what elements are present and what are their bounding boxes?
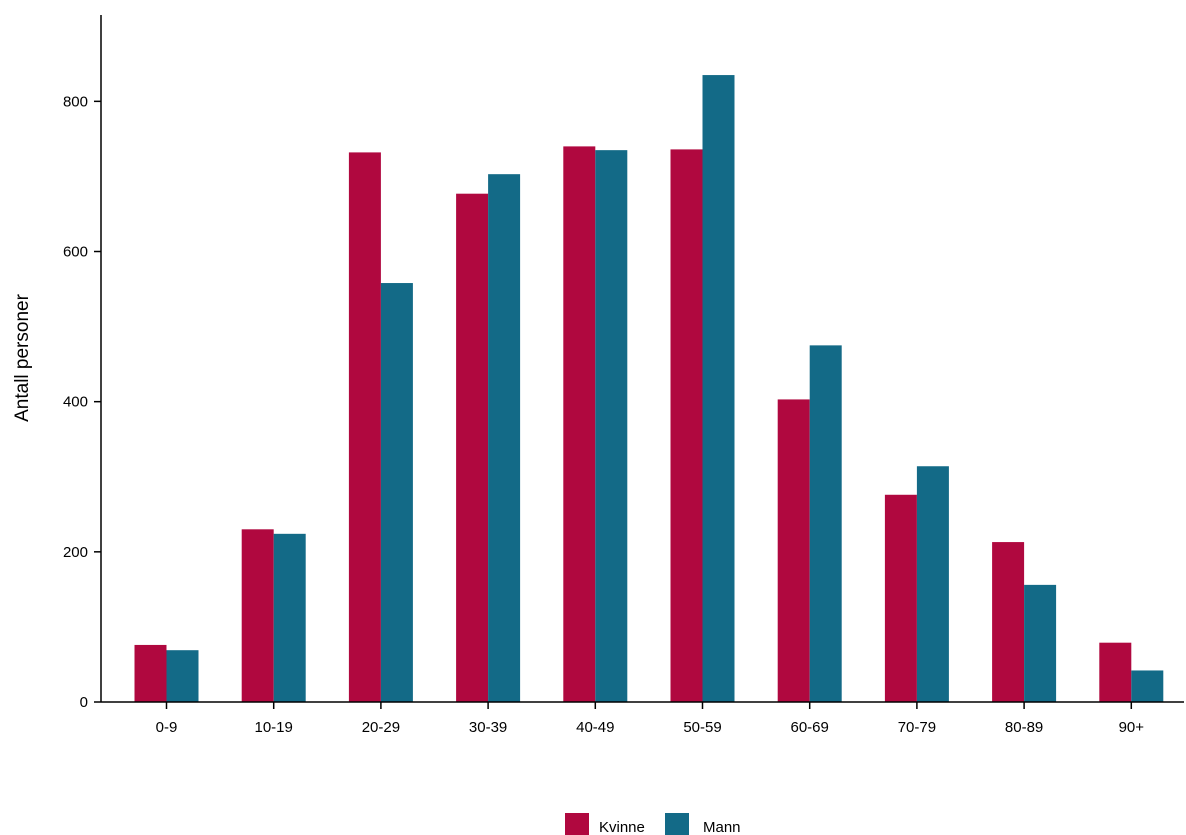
bar-kvinne-30-39 (456, 193, 489, 703)
bar-kvinne-50-59 (670, 149, 703, 702)
bar-mann-60-69 (809, 345, 842, 702)
x-tick-label: 0-9 (156, 719, 178, 736)
x-tick-label: 90+ (1119, 719, 1145, 736)
bar-mann-90plus (1131, 670, 1164, 702)
bar-mann-30-39 (488, 174, 521, 702)
x-tick-label: 80-89 (1005, 719, 1043, 736)
y-tick-label: 400 (63, 394, 88, 411)
x-tick-label: 30-39 (469, 719, 507, 736)
x-tick-label: 40-49 (576, 719, 614, 736)
x-tick-label: 20-29 (362, 719, 400, 736)
bar-mann-0-9 (166, 650, 199, 702)
bar-kvinne-70-79 (884, 494, 917, 702)
bar-mann-10-19 (273, 533, 306, 702)
legend-swatch-mann (665, 813, 689, 835)
y-axis-ticks: 0 200 400 600 800 (63, 93, 101, 711)
y-axis-title: Antall personer (12, 293, 33, 421)
bar-kvinne-20-29 (348, 152, 381, 702)
legend: Kvinne Mann (565, 813, 741, 835)
y-tick-label: 600 (63, 244, 88, 261)
bar-mann-80-89 (1024, 584, 1057, 702)
bar-kvinne-0-9 (134, 644, 167, 702)
bar-kvinne-80-89 (992, 542, 1025, 702)
bars (134, 75, 1164, 703)
x-axis-ticks: 0-9 10-19 20-29 30-39 40-49 50-59 60-69 70-79 80… (156, 702, 1145, 736)
bar-mann-40-49 (595, 150, 628, 703)
x-tick-label: 70-79 (898, 719, 936, 736)
bar-mann-70-79 (916, 466, 949, 702)
legend-label-mann: Mann (703, 819, 741, 835)
legend-label-kvinne: Kvinne (599, 819, 645, 835)
x-tick-label: 50-59 (683, 719, 721, 736)
y-tick-label: 200 (63, 544, 88, 561)
bar-kvinne-60-69 (777, 399, 810, 702)
x-tick-label: 60-69 (791, 719, 829, 736)
x-tick-label: 10-19 (255, 719, 293, 736)
y-tick-label: 0 (80, 694, 88, 711)
y-tick-label: 800 (63, 93, 88, 110)
legend-swatch-kvinne (565, 813, 589, 835)
bar-kvinne-90plus (1099, 642, 1132, 702)
bar-mann-20-29 (380, 283, 413, 702)
bar-mann-50-59 (702, 75, 735, 703)
bar-kvinne-10-19 (241, 529, 274, 702)
bar-kvinne-40-49 (563, 146, 596, 703)
